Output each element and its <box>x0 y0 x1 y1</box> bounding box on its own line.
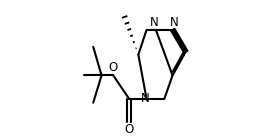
Text: N: N <box>170 16 179 29</box>
Text: O: O <box>108 61 117 74</box>
Text: O: O <box>125 123 134 136</box>
Text: N: N <box>141 92 150 105</box>
Text: N: N <box>150 16 158 29</box>
